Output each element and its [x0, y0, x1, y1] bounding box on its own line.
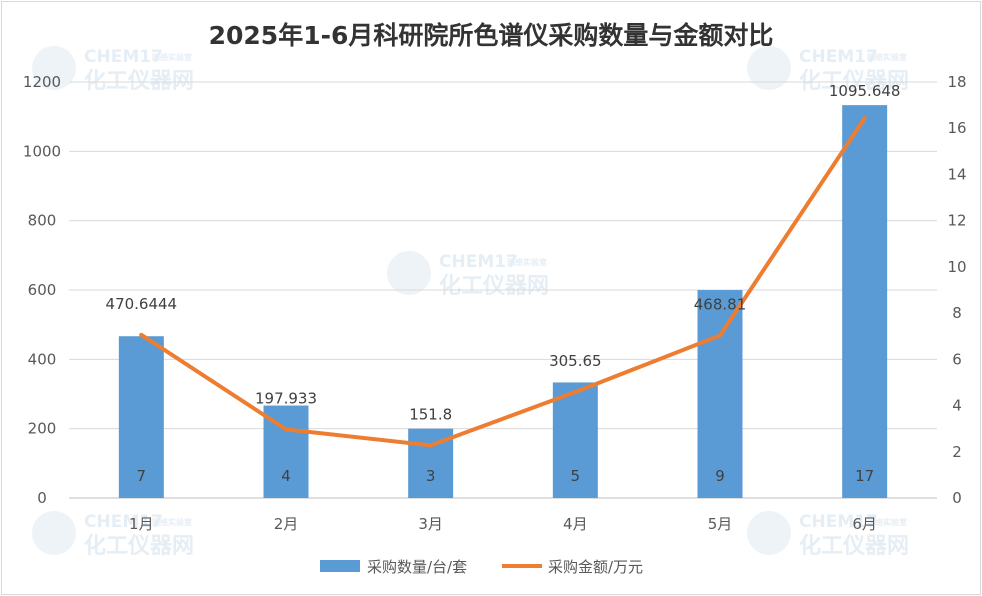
left-tick-label: 1200	[23, 73, 61, 91]
line-point	[139, 332, 144, 337]
watermark-brand-sub: 网络实验室	[152, 52, 192, 62]
right-axis: 0 2 4 6 8 10 12 14 16 18	[947, 73, 966, 507]
right-tick-label: 14	[947, 165, 966, 183]
bar	[118, 336, 164, 498]
watermark-brand: CHEM17	[799, 512, 878, 532]
line-point	[284, 427, 288, 432]
watermark-logo-icon	[32, 46, 76, 90]
watermark-name: 化工仪器网	[84, 68, 194, 94]
gridlines	[69, 81, 937, 499]
line-value-label: 305.65	[549, 352, 602, 370]
bar-value-label: 9	[715, 467, 725, 485]
right-tick-label: 6	[952, 350, 962, 368]
bar	[697, 290, 743, 498]
x-tick-label: 2月	[274, 515, 299, 533]
x-tick-label: 3月	[418, 515, 443, 533]
bar-value-label: 17	[855, 467, 874, 485]
left-axis: 0 200 400 600 800 1000 1200	[23, 73, 61, 507]
bar-series	[118, 105, 888, 498]
right-tick-label: 12	[947, 212, 966, 230]
line-point	[862, 116, 867, 121]
bar	[842, 105, 888, 498]
line-value-label: 197.933	[255, 389, 317, 407]
x-axis: 1月 2月 3月 4月 5月 6月	[129, 515, 877, 533]
left-tick-label: 200	[28, 420, 57, 438]
x-tick-label: 6月	[852, 515, 877, 533]
legend: 采购数量/台/套 采购金额/万元	[320, 558, 643, 576]
bar-value-label: 7	[137, 467, 147, 485]
line-value-label: 470.6444	[106, 295, 178, 313]
line-point	[573, 390, 578, 395]
left-tick-label: 600	[28, 281, 57, 299]
watermark-brand: CHEM17	[439, 252, 518, 272]
line-point	[718, 333, 722, 338]
watermark-logo-icon	[747, 46, 791, 90]
legend-bar-label: 采购数量/台/套	[367, 558, 467, 576]
watermark-name: 化工仪器网	[799, 533, 909, 559]
line-point	[428, 443, 433, 448]
x-tick-label: 5月	[708, 515, 733, 533]
right-tick-label: 8	[952, 304, 962, 322]
right-tick-label: 10	[947, 258, 966, 276]
chart-title: 2025年1-6月科研院所色谱仪采购数量与金额对比	[209, 21, 774, 50]
right-tick-label: 18	[947, 73, 966, 91]
right-tick-label: 0	[952, 489, 962, 507]
watermark-brand: CHEM17	[799, 47, 878, 67]
watermark-brand: CHEM17	[84, 512, 163, 532]
left-tick-label: 0	[37, 489, 47, 507]
bar-value-label: 3	[426, 467, 436, 485]
watermark-brand: CHEM17	[84, 47, 163, 67]
bar-value-label: 4	[281, 467, 291, 485]
watermark-logo-icon	[387, 251, 431, 295]
x-tick-label: 4月	[563, 515, 588, 533]
right-tick-label: 4	[952, 397, 962, 415]
legend-bar-swatch	[320, 560, 360, 572]
watermark-brand-sub: 网络实验室	[867, 52, 907, 62]
watermark-logo-icon	[747, 511, 791, 555]
right-tick-label: 2	[952, 443, 962, 461]
data-labels: 7 4 3 5 9 17 470.6444 197.933 151.8 305.65 468.81 1…	[106, 82, 901, 485]
left-tick-label: 400	[28, 350, 57, 368]
line-value-label: 1095.648	[829, 82, 901, 100]
watermark-brand-sub: 网络实验室	[867, 517, 907, 527]
watermark-logo-icon	[32, 511, 76, 555]
watermark-name: 化工仪器网	[799, 68, 909, 94]
watermark-brand-sub: 网络实验室	[507, 257, 547, 267]
left-tick-label: 800	[28, 212, 57, 230]
bar-value-label: 5	[571, 467, 581, 485]
x-tick-label: 1月	[129, 515, 154, 533]
right-tick-label: 16	[947, 119, 966, 137]
legend-line-label: 采购金额/万元	[548, 558, 643, 576]
watermark-brand-sub: 网络实验室	[152, 517, 192, 527]
line-value-label: 151.8	[409, 405, 452, 423]
line-path	[139, 116, 867, 448]
watermark-name: 化工仪器网	[84, 533, 194, 559]
line-value-label: 468.81	[694, 295, 747, 313]
line-series	[139, 116, 867, 448]
watermark-layer: CHEM17网络实验室化工仪器网CHEM17网络实验室化工仪器网CHEM17网络…	[32, 46, 909, 559]
watermark-name: 化工仪器网	[439, 273, 549, 299]
left-tick-label: 1000	[23, 142, 61, 160]
bar	[552, 382, 598, 498]
